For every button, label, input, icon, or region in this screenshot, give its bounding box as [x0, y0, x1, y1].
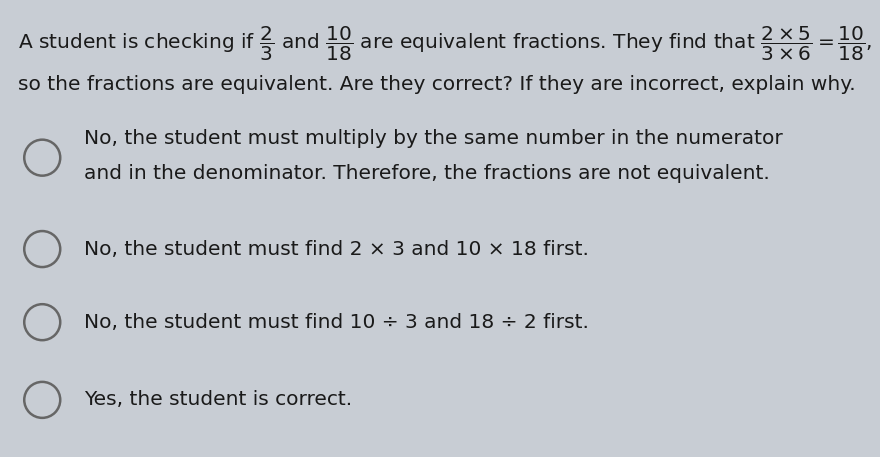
- Text: and in the denominator. Therefore, the fractions are not equivalent.: and in the denominator. Therefore, the f…: [84, 164, 769, 183]
- Text: so the fractions are equivalent. Are they correct? If they are incorrect, explai: so the fractions are equivalent. Are the…: [18, 75, 855, 95]
- Text: A student is checking if $\dfrac{2}{3}$ and $\dfrac{10}{18}$ are equivalent frac: A student is checking if $\dfrac{2}{3}$ …: [18, 25, 872, 64]
- Text: No, the student must multiply by the same number in the numerator: No, the student must multiply by the sam…: [84, 129, 782, 149]
- Text: No, the student must find 2 × 3 and 10 × 18 first.: No, the student must find 2 × 3 and 10 ×…: [84, 239, 589, 259]
- Text: No, the student must find 10 ÷ 3 and 18 ÷ 2 first.: No, the student must find 10 ÷ 3 and 18 …: [84, 313, 589, 332]
- Text: Yes, the student is correct.: Yes, the student is correct.: [84, 390, 352, 409]
